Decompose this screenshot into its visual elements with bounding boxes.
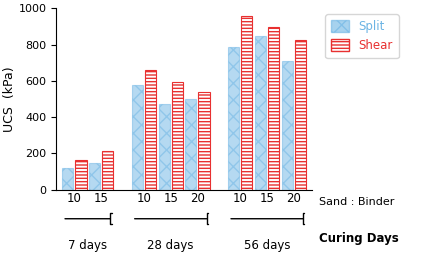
Bar xyxy=(255,35,266,190)
Bar xyxy=(158,105,170,190)
Text: 7 days: 7 days xyxy=(68,239,107,252)
Bar xyxy=(171,82,183,190)
Bar xyxy=(62,168,74,190)
Y-axis label: UCS  (kPa): UCS (kPa) xyxy=(3,66,16,132)
Bar xyxy=(145,70,156,190)
Bar xyxy=(294,40,306,190)
Bar xyxy=(198,92,210,190)
Text: 56 days: 56 days xyxy=(244,239,290,252)
Bar xyxy=(281,61,293,190)
Text: Curing Days: Curing Days xyxy=(320,232,399,245)
Legend: Split, Shear: Split, Shear xyxy=(325,14,399,58)
Bar xyxy=(268,27,279,190)
Bar xyxy=(185,99,197,190)
Bar xyxy=(89,163,100,190)
Bar xyxy=(132,85,143,190)
Bar xyxy=(228,47,239,190)
Text: 28 days: 28 days xyxy=(148,239,194,252)
Text: Sand : Binder: Sand : Binder xyxy=(320,198,395,207)
Bar xyxy=(75,160,87,190)
Bar xyxy=(102,151,113,190)
Bar xyxy=(241,16,252,190)
